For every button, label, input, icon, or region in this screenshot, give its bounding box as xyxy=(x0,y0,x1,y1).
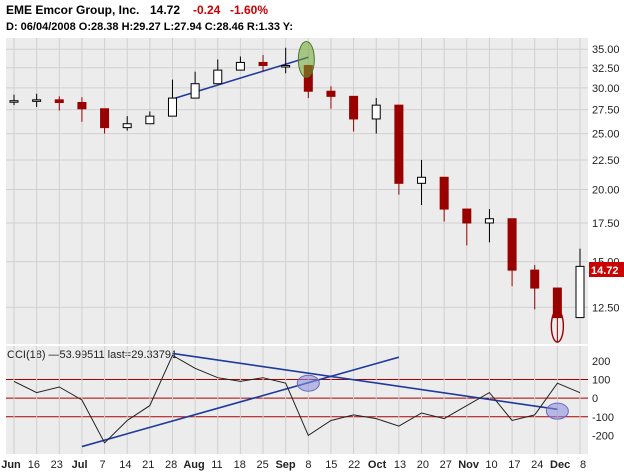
x-tick-label: Dec xyxy=(550,459,570,471)
price-y-tick-label: 22.50 xyxy=(592,155,620,167)
candle-body xyxy=(349,95,359,120)
symbol-name: EME Emcor Group, Inc. xyxy=(6,3,139,17)
x-tick-label: Aug xyxy=(183,459,204,471)
candle-body xyxy=(190,83,200,99)
x-tick-label: 25 xyxy=(257,459,269,471)
candle-body xyxy=(394,104,404,184)
candle-body xyxy=(326,90,336,97)
price-y-tick-label: 12.50 xyxy=(592,302,620,314)
x-tick-label: 8 xyxy=(580,459,586,471)
x-tick-label: 13 xyxy=(394,459,406,471)
cci-y-tick-label: 0 xyxy=(592,393,598,405)
price-y-tick-label: 27.50 xyxy=(592,105,620,117)
candle-body xyxy=(77,101,87,110)
candle-body xyxy=(167,97,177,117)
x-tick-label: 7 xyxy=(99,459,105,471)
candle-body xyxy=(552,287,562,319)
candle-body xyxy=(100,108,110,129)
cci-trendline xyxy=(81,356,400,448)
price-y-tick-label: 32.50 xyxy=(592,63,620,75)
change-percent: -1.60% xyxy=(230,3,268,17)
cci-trendline xyxy=(172,352,558,411)
x-tick-label: 14 xyxy=(119,459,131,471)
x-tick-label: 24 xyxy=(531,459,543,471)
cci-y-tick-label: -100 xyxy=(592,412,614,424)
candle-body xyxy=(530,269,540,289)
candle-body xyxy=(371,104,381,120)
candle-body xyxy=(417,176,427,184)
last-price: 14.72 xyxy=(150,3,180,17)
price-highlights xyxy=(297,40,565,343)
x-tick-label: 28 xyxy=(165,459,177,471)
x-tick-label: 8 xyxy=(305,459,311,471)
cci-y-tick-label: 100 xyxy=(592,375,610,387)
price-y-tick-label: 17.50 xyxy=(592,218,620,230)
x-tick-label: Sep xyxy=(275,459,295,471)
cci-highlight-circle xyxy=(296,374,320,392)
price-grid xyxy=(6,38,588,344)
cci-label: CCI(18) —53.99511 last=29.33791 xyxy=(7,349,177,361)
candle-body xyxy=(462,208,472,224)
candlestick-series xyxy=(9,47,585,342)
cci-y-axis: 200 100 0 -100 -200 xyxy=(592,356,614,442)
candle-body xyxy=(575,265,585,319)
x-tick-label: Jul xyxy=(72,459,88,471)
cci-trendlines xyxy=(81,352,558,448)
cci-line xyxy=(13,354,581,444)
candle-body xyxy=(439,176,449,210)
price-y-tick-label: 25.00 xyxy=(592,129,620,141)
x-tick-label: Jun xyxy=(1,459,21,471)
cci-panel-bg xyxy=(6,346,588,454)
x-tick-label: 15 xyxy=(325,459,337,471)
candle-body xyxy=(484,218,494,224)
candle-body xyxy=(122,123,132,129)
candle-body xyxy=(213,69,223,85)
price-y-tick-label: 30.00 xyxy=(592,83,620,95)
price-y-tick-label: 35.00 xyxy=(592,44,620,56)
x-tick-label: 23 xyxy=(51,459,63,471)
price-panel-bg xyxy=(6,38,588,344)
candle-body xyxy=(32,99,42,102)
x-tick-label: 21 xyxy=(142,459,154,471)
candle-body xyxy=(145,115,155,125)
candle-body xyxy=(235,61,245,71)
cci-highlight-circle xyxy=(545,402,569,420)
candle-body xyxy=(281,64,291,68)
x-tick-label: 22 xyxy=(348,459,360,471)
x-tick-label: 17 xyxy=(508,459,520,471)
candle-body xyxy=(258,61,268,66)
x-tick-label: 10 xyxy=(485,459,497,471)
cci-y-tick-label: -200 xyxy=(592,430,614,442)
cci-series xyxy=(13,354,581,444)
last-price-tag-label: 14.72 xyxy=(591,265,619,277)
last-price-tag: 14.72 xyxy=(589,262,624,277)
candle-body xyxy=(9,100,19,103)
ohlc-readout: D: 06/04/2008 O:28.38 H:29.27 L:27.94 C:… xyxy=(6,21,293,33)
candle-body xyxy=(54,99,64,103)
x-tick-label: 16 xyxy=(28,459,40,471)
x-tick-label: Oct xyxy=(368,459,387,471)
candle-body xyxy=(507,218,517,271)
x-tick-label: 11 xyxy=(211,459,222,471)
highlight-ellipse-green xyxy=(297,40,315,78)
x-tick-label: 27 xyxy=(440,459,452,471)
x-tick-label: 20 xyxy=(417,459,429,471)
x-axis: Jun 16 23 Jul 7 14 21 28 Aug 11 18 25 Sep 8 15 22 Oct 13 2… xyxy=(1,459,586,471)
cci-y-tick-label: 200 xyxy=(592,356,610,368)
cci-signal-marks xyxy=(296,374,569,420)
x-tick-label: Nov xyxy=(458,459,480,471)
price-y-tick-label: 20.00 xyxy=(592,185,620,197)
highlight-ellipse-red xyxy=(550,309,565,343)
x-tick-label: 18 xyxy=(234,459,246,471)
change-value: -0.24 xyxy=(193,3,221,17)
